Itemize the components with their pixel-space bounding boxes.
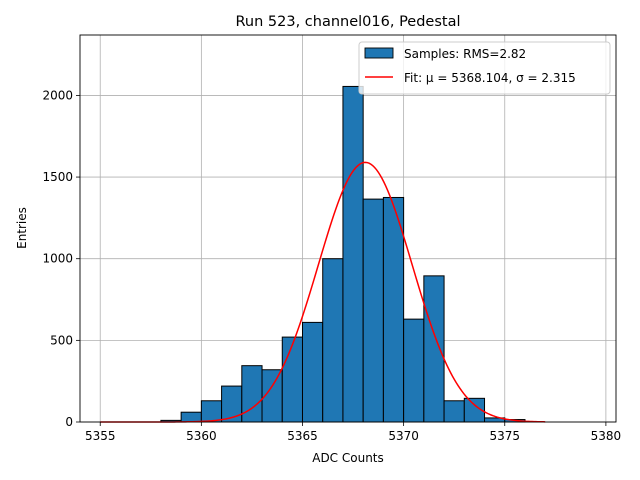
x-tick-label: 5375 [489,429,520,443]
x-tick-label: 5380 [591,429,622,443]
histogram-bar [281,336,303,423]
legend-box [358,41,611,95]
y-tick-label: 0 [65,415,73,429]
legend: Samples: RMS=2.82 Fit: μ = 5368.104, σ =… [358,41,611,95]
y-tick-label: 2000 [42,88,73,102]
histogram-bar [180,411,202,423]
histogram-bar [423,275,445,423]
histogram-bar [443,400,465,423]
plot-frame [79,34,617,423]
x-tick-label: 5365 [287,429,318,443]
x-tick-label: 5360 [186,429,217,443]
histogram-bar [362,198,384,423]
y-tick-label: 1500 [42,170,73,184]
chart-title: Run 523, channel016, Pedestal [235,14,460,30]
histogram-bar [221,385,243,423]
histogram-bar [382,196,405,423]
histogram-bar [342,85,364,423]
y-tick-label: 500 [50,333,73,347]
histogram-bar [301,321,324,423]
y-axis-label: Entries [15,207,29,249]
histogram-bar [403,318,425,423]
histogram-bars [160,85,526,423]
legend-label-samples: Samples: RMS=2.82 [404,47,526,61]
histogram-bar [241,365,263,423]
x-tick-label: 5355 [85,429,116,443]
x-tick-label: 5370 [388,429,419,443]
x-axis-ticks: 5355 5360 5365 5370 5375 5380 [85,422,621,443]
histogram-bar [322,258,344,423]
x-axis-label: ADC Counts [312,451,384,465]
legend-swatch-samples [364,47,394,59]
legend-label-fit: Fit: μ = 5368.104, σ = 2.315 [404,71,576,85]
y-axis-ticks: 0 500 1000 1500 2000 [42,88,80,429]
histogram-bar [200,400,223,423]
y-tick-label: 1000 [42,252,73,266]
